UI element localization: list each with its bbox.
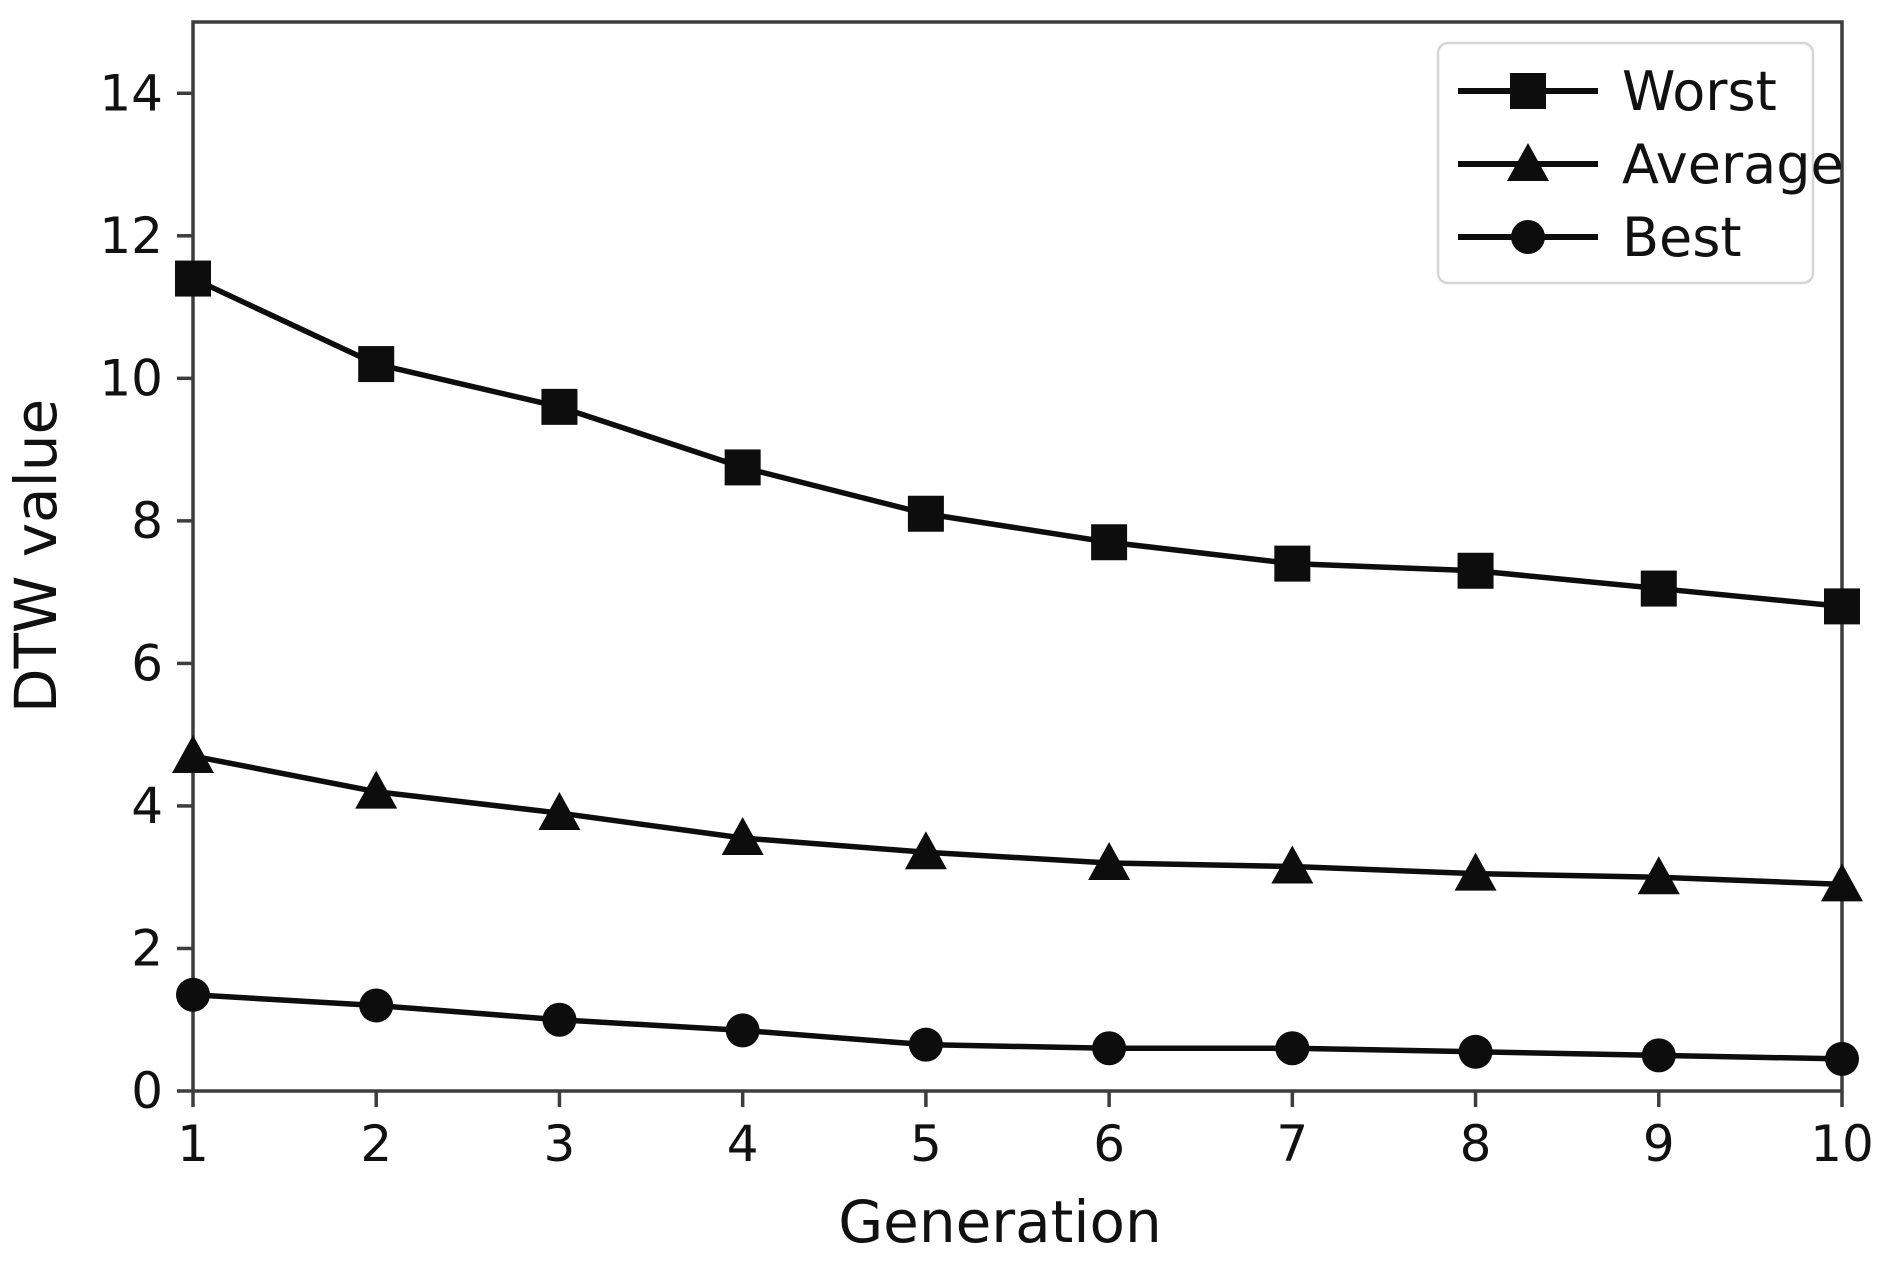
series-average-line [192,753,1843,888]
triangle-marker [1637,856,1680,895]
triangle-marker [538,792,581,831]
square-marker [1274,545,1311,582]
x-tick-label: 8 [1460,1115,1492,1173]
series-best [176,977,1859,1076]
square-marker [1457,552,1494,589]
square-marker [1640,570,1677,607]
triangle-marker [1821,863,1863,902]
square-marker [541,388,578,425]
legend-label: Best [1622,206,1742,269]
y-tick-label: 6 [131,634,163,692]
series-average [172,735,1863,902]
triangle-marker [721,817,764,856]
x-tick-label: 1 [177,1115,209,1173]
circle-marker [1825,1041,1859,1076]
y-tick-label: 2 [131,919,163,977]
square-marker [358,346,395,383]
triangle-marker [1454,852,1497,891]
series-worst [175,260,1860,625]
y-tick-label: 10 [99,349,163,407]
triangle-marker [1271,845,1314,884]
triangle-marker [172,735,214,774]
circle-marker [359,988,394,1023]
triangle-marker [1088,841,1131,880]
y-tick-label: 8 [131,492,163,550]
x-tick-label: 7 [1276,1115,1308,1173]
legend-item-average: Average [1458,133,1844,196]
legend-triangle-icon [1507,143,1549,181]
y-tick-label: 4 [131,777,163,835]
circle-marker [1092,1031,1127,1066]
legend-label: Average [1622,133,1844,196]
series-best-line [192,992,1843,1062]
y-tick-label: 14 [99,64,163,122]
y-axis-label: DTW value [2,399,70,713]
legend: Worst Average Best [1436,41,1844,285]
legend-label: Worst [1622,60,1777,123]
square-marker [907,495,944,532]
circle-marker [908,1027,943,1062]
circle-marker [1275,1031,1310,1066]
x-tick-label: 2 [360,1115,392,1173]
x-tick-label: 3 [544,1115,576,1173]
legend-item-worst: Worst [1458,60,1777,123]
legend-item-best: Best [1458,206,1742,269]
square-marker [724,449,761,486]
x-tick-label: 9 [1643,1115,1675,1173]
plot-frame [191,20,1844,1093]
square-marker [1824,588,1860,625]
y-tick-label: 0 [131,1062,163,1120]
square-marker [175,260,211,297]
x-axis-label: Generation [838,1188,1162,1256]
legend-square-icon [1510,73,1546,109]
circle-marker [1641,1038,1676,1073]
x-tick-label: 10 [1810,1115,1874,1173]
series-worst-line [191,276,1843,610]
y-tick-label: 12 [99,207,163,265]
circle-marker [725,1013,760,1048]
circle-marker [176,977,210,1012]
triangle-marker [904,831,947,870]
circle-marker [1458,1034,1493,1069]
triangle-marker [355,770,398,809]
circle-marker [542,1002,577,1037]
x-tick-label: 5 [910,1115,942,1173]
x-tick-label: 4 [727,1115,759,1173]
legend-circle-icon [1511,220,1545,254]
square-marker [1091,524,1128,561]
x-tick-label: 6 [1093,1115,1125,1173]
